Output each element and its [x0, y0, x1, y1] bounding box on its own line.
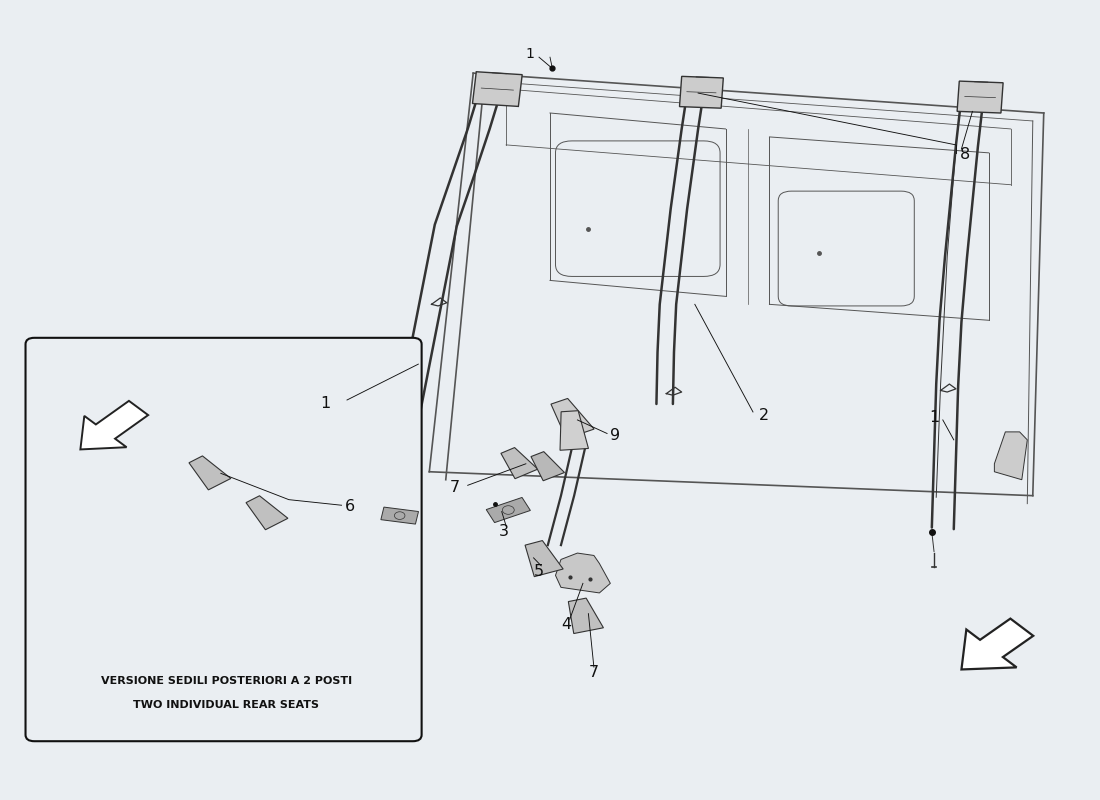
Text: 9: 9 — [610, 427, 620, 442]
Polygon shape — [525, 541, 563, 577]
Text: 7: 7 — [588, 665, 600, 680]
Polygon shape — [994, 432, 1027, 480]
Text: 4: 4 — [561, 618, 572, 632]
Polygon shape — [560, 410, 588, 450]
Text: 2: 2 — [759, 409, 769, 423]
Polygon shape — [569, 598, 604, 634]
Polygon shape — [680, 76, 724, 108]
Polygon shape — [381, 507, 418, 524]
Text: 7: 7 — [450, 480, 460, 495]
Text: VERSIONE SEDILI POSTERIORI A 2 POSTI: VERSIONE SEDILI POSTERIORI A 2 POSTI — [101, 676, 352, 686]
Polygon shape — [961, 618, 1033, 670]
Polygon shape — [189, 456, 231, 490]
Polygon shape — [531, 452, 564, 481]
Polygon shape — [500, 447, 538, 478]
Text: 1: 1 — [320, 396, 331, 410]
Polygon shape — [486, 498, 530, 522]
Text: 8: 8 — [960, 147, 970, 162]
Text: 6: 6 — [344, 499, 355, 514]
Polygon shape — [473, 72, 522, 106]
FancyBboxPatch shape — [25, 338, 421, 742]
Text: 3: 3 — [499, 524, 509, 539]
Polygon shape — [80, 401, 148, 450]
Polygon shape — [957, 81, 1003, 113]
Text: TWO INDIVIDUAL REAR SEATS: TWO INDIVIDUAL REAR SEATS — [133, 699, 319, 710]
Polygon shape — [551, 398, 594, 438]
Text: 1: 1 — [526, 47, 535, 61]
Polygon shape — [556, 553, 610, 593]
Text: 1: 1 — [930, 410, 939, 425]
Text: 5: 5 — [534, 564, 544, 579]
Polygon shape — [246, 496, 288, 530]
